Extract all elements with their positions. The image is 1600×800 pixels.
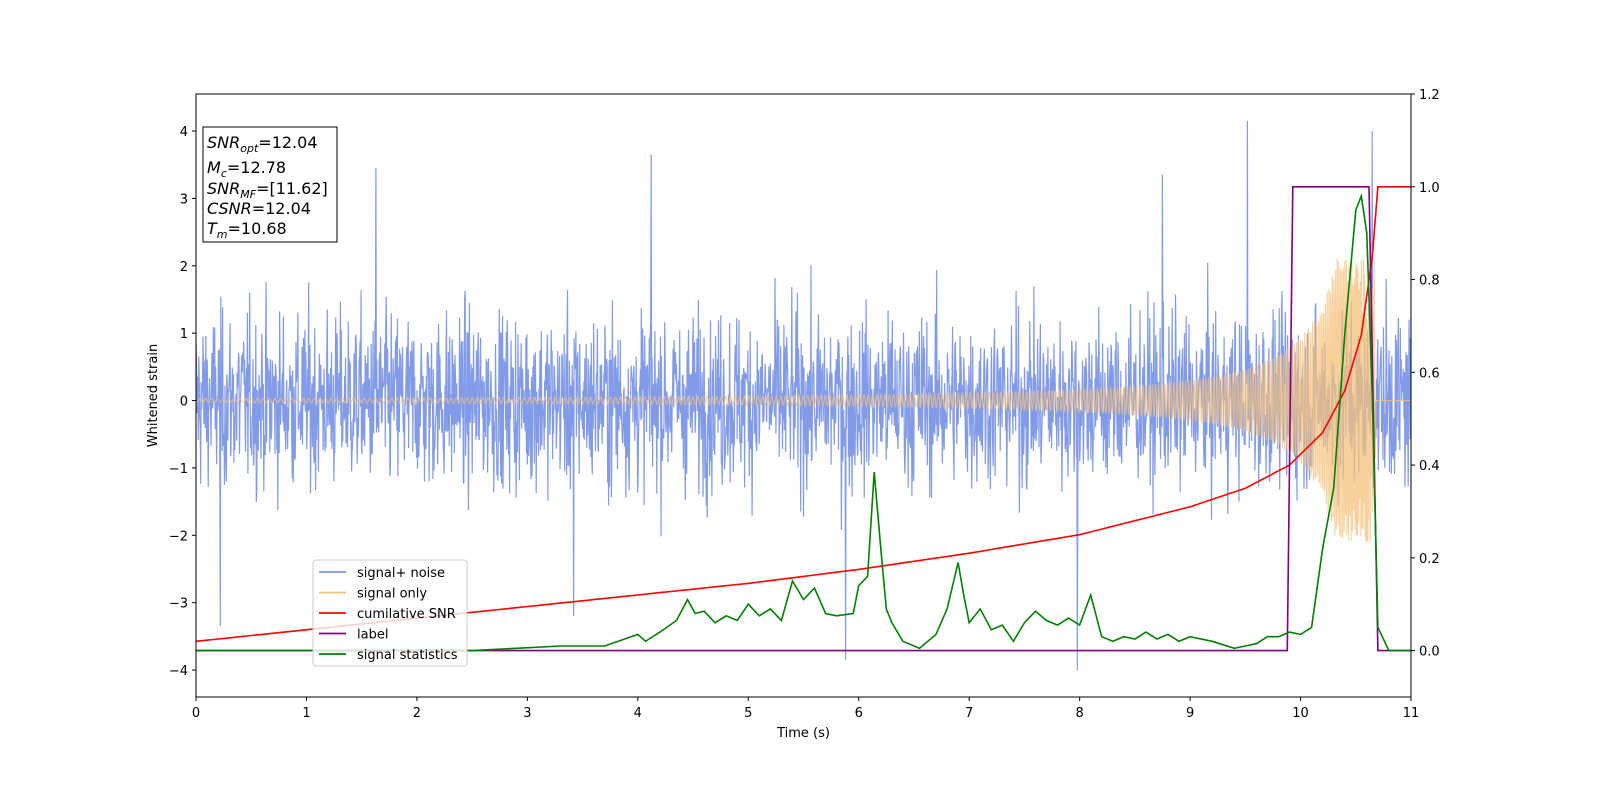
y-tick-label: −2 [169,529,188,544]
x-tick-label: 0 [192,706,200,721]
y-tick-label: 3 [180,192,188,207]
x-axis-label: Time (s) [776,726,830,741]
annotation-line: CSNR=12.04 [207,199,311,218]
x-tick-label: 10 [1292,706,1309,721]
y-tick-label: −1 [169,462,188,477]
x-tick-label: 5 [744,706,752,721]
x-tick-label: 9 [1186,706,1194,721]
legend-label: signal only [357,587,427,602]
x-axis: 0 1 2 3 4 5 6 7 8 9 10 11 [192,697,1419,721]
y2-tick-label: 1.0 [1419,181,1440,196]
x-tick-label: 1 [302,706,310,721]
x-tick-label: 4 [634,706,642,721]
y-axis-left: −4 −3 −2 −1 0 1 2 3 4 [169,125,196,679]
y2-tick-label: 1.2 [1419,88,1440,103]
y-tick-label: −3 [169,597,188,612]
x-tick-label: 2 [413,706,421,721]
signal-statistics-line [196,192,1411,652]
legend-label: cumilative SNR [357,607,456,622]
signal-only-series [195,259,1411,543]
y-axis-right: 0.0 0.2 0.4 0.6 0.8 1.0 1.2 [1411,88,1440,660]
x-tick-label: 7 [965,706,973,721]
annotation-line: Tm=10.68 [207,219,287,241]
right-axis-series [195,186,1411,652]
legend: signal+ noise signal only cumilative SNR la… [312,559,468,667]
label-line [196,186,1411,652]
legend-label: label [357,628,388,643]
legend-label: signal+ noise [357,566,445,581]
annotation-frame [202,126,338,243]
annotation-line: SNRopt=12.04 [207,133,318,155]
x-tick-label: 8 [1075,706,1083,721]
y2-tick-label: 0.0 [1419,645,1440,660]
signal-only-line [195,259,1411,543]
cumulative-snr-line [195,186,1411,643]
y-axis-label: Whitened strain [146,344,161,447]
y-tick-label: 1 [180,327,188,342]
y2-tick-label: 0.8 [1419,274,1440,289]
legend-label: signal statistics [357,648,458,663]
x-tick-label: 6 [855,706,863,721]
plot-area [195,120,1412,671]
annotation-box: SNRopt=12.04 Mc=12.78SNRMF=[11.62]CSNR=12… [202,126,338,243]
y2-tick-label: 0.2 [1419,552,1440,567]
annotation-line: Mc=12.78 [207,158,286,180]
annotation-line: SNRMF=[11.62] [207,179,328,201]
x-tick-label: 11 [1403,706,1420,721]
y-tick-label: 0 [180,395,188,410]
y-tick-label: −4 [169,664,188,679]
y-tick-label: 2 [180,260,188,275]
x-tick-label: 3 [523,706,531,721]
axes-frame [195,93,1412,698]
y2-tick-label: 0.4 [1419,459,1440,474]
y-tick-label: 4 [180,125,188,140]
legend-frame [312,559,468,667]
y2-tick-label: 0.6 [1419,366,1440,381]
